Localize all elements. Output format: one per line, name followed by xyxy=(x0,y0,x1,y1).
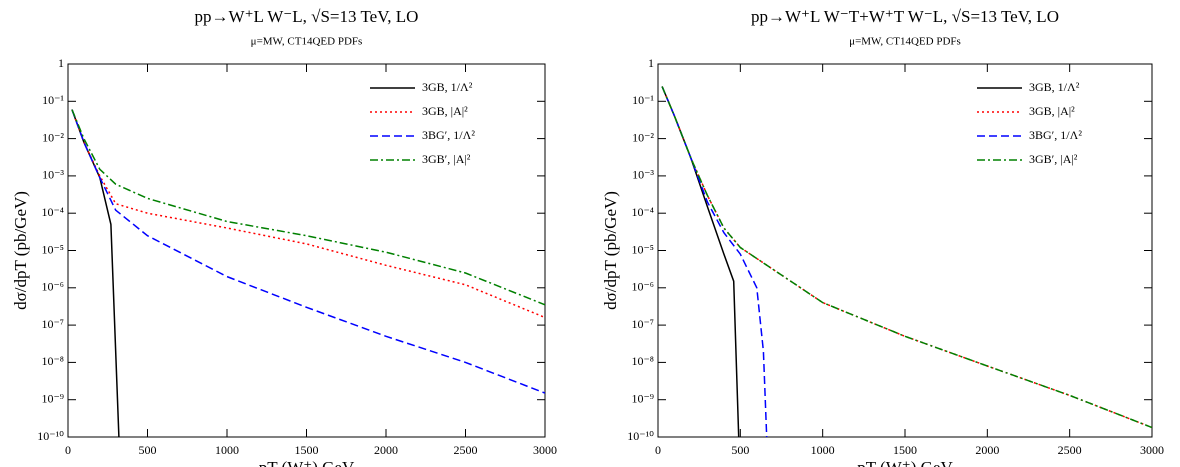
y-tick-label: 10⁻⁶ xyxy=(631,280,654,294)
legend-label: 3GB, |A|² xyxy=(1029,104,1075,118)
y-tick-label: 10⁻⁹ xyxy=(631,391,654,405)
x-tick-label: 1500 xyxy=(295,443,319,457)
series-line xyxy=(71,109,120,437)
y-tick-label: 10⁻¹⁰ xyxy=(37,429,64,443)
y-axis-label: dσ/dpT (pb/GeV) xyxy=(601,191,620,310)
x-axis-label: pT (W⁺) GeV xyxy=(259,458,355,467)
x-tick-label: 500 xyxy=(139,443,157,457)
y-tick-label: 10⁻² xyxy=(42,130,64,144)
x-tick-label: 0 xyxy=(65,443,71,457)
x-tick-label: 2000 xyxy=(374,443,398,457)
x-tick-label: 1000 xyxy=(215,443,239,457)
series-line xyxy=(661,86,740,437)
x-tick-label: 2500 xyxy=(1058,443,1082,457)
series-group xyxy=(661,86,1152,437)
x-tick-label: 2500 xyxy=(454,443,478,457)
y-tick-label: 10⁻⁴ xyxy=(41,205,64,219)
x-tick-label: 0 xyxy=(655,443,661,457)
x-tick-label: 1500 xyxy=(893,443,917,457)
plot-frame xyxy=(657,63,1153,438)
x-axis-label: pT (W⁺) GeV xyxy=(857,458,953,467)
series-group xyxy=(71,109,545,437)
y-tick-label: 1 xyxy=(648,56,654,70)
x-tick-label: 3000 xyxy=(533,443,557,457)
legend-label: 3GB′, |A|² xyxy=(1029,152,1078,166)
legend-label: 3GB, 1/Λ² xyxy=(422,80,473,94)
legend-label: 3GB′, |A|² xyxy=(422,152,471,166)
chart-subtitle: μ=MW, CT14QED PDFs xyxy=(849,36,961,48)
y-tick-label: 10⁻¹⁰ xyxy=(627,429,654,443)
y-tick-label: 10⁻⁸ xyxy=(631,354,654,368)
y-axis-label: dσ/dpT (pb/GeV) xyxy=(11,191,30,310)
series-line xyxy=(661,86,1152,429)
chart-subtitle: μ=MW, CT14QED PDFs xyxy=(251,36,363,48)
y-tick-label: 10⁻⁷ xyxy=(41,317,64,331)
legend-label: 3GB, |A|² xyxy=(422,104,468,118)
x-tick-label: 1000 xyxy=(811,443,835,457)
chart-title: pp→W⁺L W⁻L, √S=13 TeV, LO xyxy=(195,7,419,26)
chart-title: pp→W⁺L W⁻T+W⁺T W⁻L, √S=13 TeV, LO xyxy=(751,7,1059,26)
y-tick-label: 10⁻⁷ xyxy=(631,317,654,331)
y-tick-label: 10⁻⁵ xyxy=(41,242,64,256)
legend-label: 3BG′, 1/Λ² xyxy=(1029,128,1082,142)
y-tick-label: 10⁻⁵ xyxy=(631,242,654,256)
x-tick-label: 3000 xyxy=(1140,443,1164,457)
legend-label: 3BG′, 1/Λ² xyxy=(422,128,475,142)
y-tick-label: 10⁻⁴ xyxy=(631,205,654,219)
y-tick-label: 10⁻² xyxy=(632,130,654,144)
series-line xyxy=(71,109,545,394)
plot-frame xyxy=(67,63,546,438)
y-tick-label: 10⁻³ xyxy=(632,168,654,182)
y-tick-label: 10⁻¹ xyxy=(42,93,64,107)
plot: pp→W⁺L W⁻L, √S=13 TeV, LO μ=MW, CT14QED P… xyxy=(11,7,557,467)
legend-label: 3GB, 1/Λ² xyxy=(1029,80,1080,94)
y-tick-label: 10⁻¹ xyxy=(632,93,654,107)
y-tick-label: 1 xyxy=(58,56,64,70)
series-line xyxy=(661,86,768,437)
y-tick-label: 10⁻⁹ xyxy=(41,391,64,405)
plot: pp→W⁺L W⁻T+W⁺T W⁻L, √S=13 TeV, LO μ=MW, C… xyxy=(601,7,1164,467)
x-tick-label: 2000 xyxy=(975,443,999,457)
y-tick-label: 10⁻⁶ xyxy=(41,280,64,294)
x-tick-label: 500 xyxy=(731,443,749,457)
y-tick-label: 10⁻³ xyxy=(42,168,64,182)
y-tick-label: 10⁻⁸ xyxy=(41,354,64,368)
series-line xyxy=(71,109,545,306)
